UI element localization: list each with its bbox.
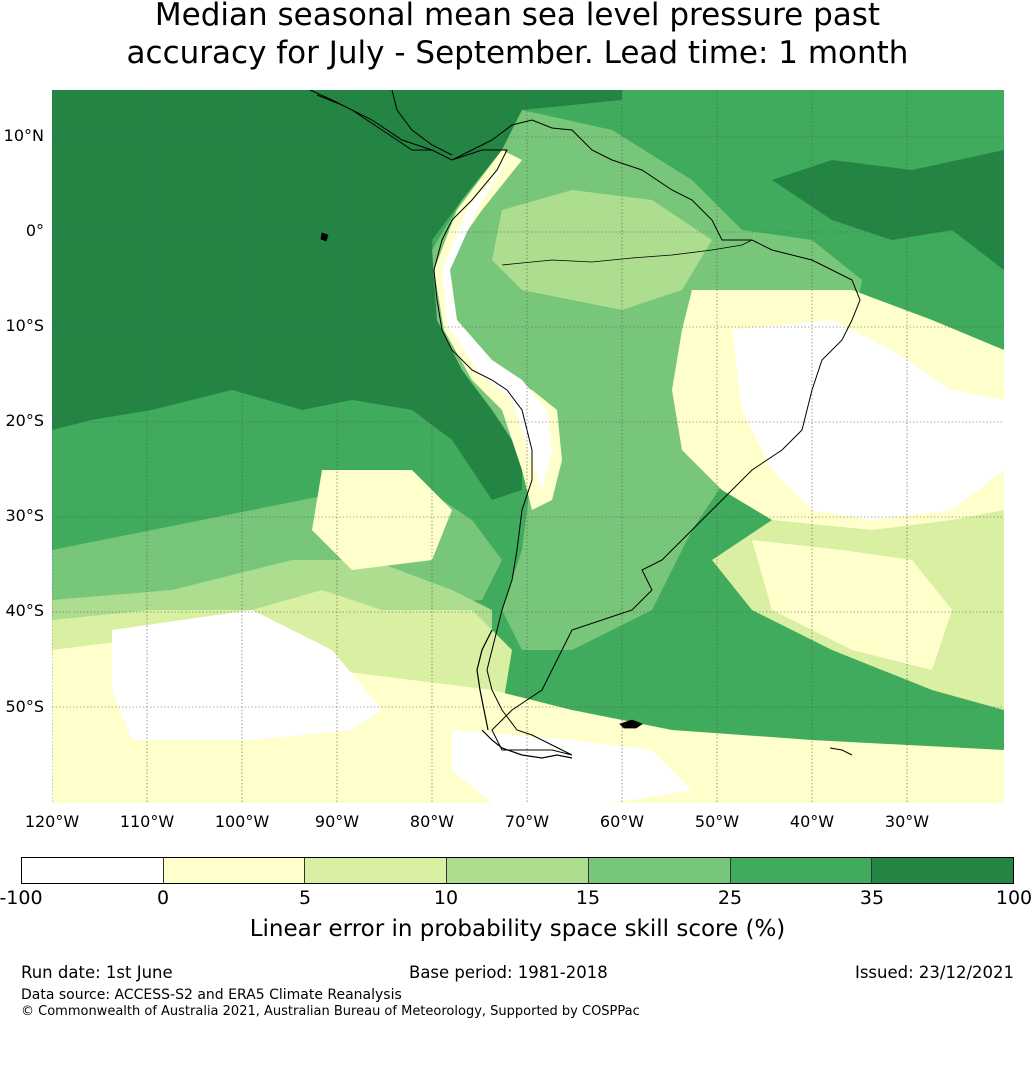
falkland-islands: [619, 719, 643, 729]
colorbar-tick-5: 5: [298, 887, 312, 909]
run-date: Run date: 1st June: [21, 963, 173, 982]
galapagos-islands: [320, 232, 329, 242]
skill-region-negative-brazil: [732, 320, 1004, 520]
tierra-del-fuego: [481, 729, 573, 759]
colorbar-label: Linear error in probability space skill …: [249, 916, 786, 942]
skill-region-andes-core: [442, 160, 552, 490]
title-line-1: Median seasonal mean sea level pressure …: [154, 0, 881, 33]
lon-label-70w: 70°W: [504, 812, 550, 831]
colorbar-segment-10-15: [447, 858, 589, 883]
south-america-coastline: [309, 90, 861, 756]
colorbar-tick-35: 35: [859, 887, 885, 909]
skill-region-10-15-amazon: [492, 190, 712, 310]
map-title: Median seasonal mean sea level pressure …: [0, 0, 1035, 72]
skill-region-negative-patagonia: [452, 730, 692, 803]
lat-label-0: 0°: [25, 221, 44, 240]
copyright-notice: © Commonwealth of Australia 2021, Austra…: [21, 1004, 640, 1019]
skill-region-negative-south: [112, 610, 382, 740]
colorbar-segment-neg100-0: [22, 858, 164, 883]
colorbar-segment-0-5: [163, 858, 306, 883]
lon-label-90w: 90°W: [314, 812, 360, 831]
lat-label-40s: 40°S: [5, 601, 44, 620]
lat-label-10s: 10°S: [5, 316, 44, 335]
lat-label-30s: 30°S: [5, 506, 44, 525]
lat-label-20s: 20°S: [5, 411, 44, 430]
data-source: Data source: ACCESS-S2 and ERA5 Climate …: [21, 987, 402, 1003]
lon-label-60w: 60°W: [599, 812, 645, 831]
graticule: [52, 90, 1004, 803]
colorbar-tick-100: 100: [995, 887, 1033, 909]
skill-region-0-5-atlantic: [752, 540, 952, 670]
lon-label-50w: 50°W: [694, 812, 740, 831]
skill-region-35-100-west: [52, 90, 622, 500]
lat-label-10n: 10°N: [3, 126, 44, 145]
lon-label-100w: 100°W: [214, 812, 270, 831]
colorbar-tick-neg100: -100: [0, 887, 43, 909]
chilean-fjords: [476, 629, 493, 731]
title-line-2: accuracy for July - September. Lead time…: [126, 35, 909, 71]
amazon-river: [501, 239, 753, 266]
colorbar-tick-25: 25: [717, 887, 743, 909]
south-georgia-island: [829, 747, 853, 756]
map-svg: [52, 90, 1004, 803]
skill-region-35-100-east: [772, 150, 1004, 270]
lon-label-120w: 120°W: [24, 812, 80, 831]
base-period: Base period: 1981-2018: [409, 963, 608, 982]
lon-label-30w: 30°W: [884, 812, 930, 831]
lon-label-110w: 110°W: [119, 812, 175, 831]
colorbar-tick-0: 0: [156, 887, 170, 909]
pacific-coast-central-america: [391, 90, 453, 156]
lon-label-40w: 40°W: [789, 812, 835, 831]
colorbar-segment-15-25: [588, 858, 731, 883]
issued-date: Issued: 23/12/2021: [854, 963, 1014, 982]
colorbar-segment-35-100: [872, 858, 1014, 883]
lon-label-80w: 80°W: [409, 812, 455, 831]
skill-region-negative-pacific: [312, 470, 452, 570]
colorbar-tick-15: 15: [575, 887, 601, 909]
skill-score-map: [52, 90, 1004, 803]
colorbar-segment-5-10: [305, 858, 448, 883]
colorbar-segment-25-35: [730, 858, 873, 883]
lat-label-50s: 50°S: [5, 697, 44, 716]
colorbar: [21, 857, 1014, 884]
colorbar-tick-10: 10: [433, 887, 459, 909]
